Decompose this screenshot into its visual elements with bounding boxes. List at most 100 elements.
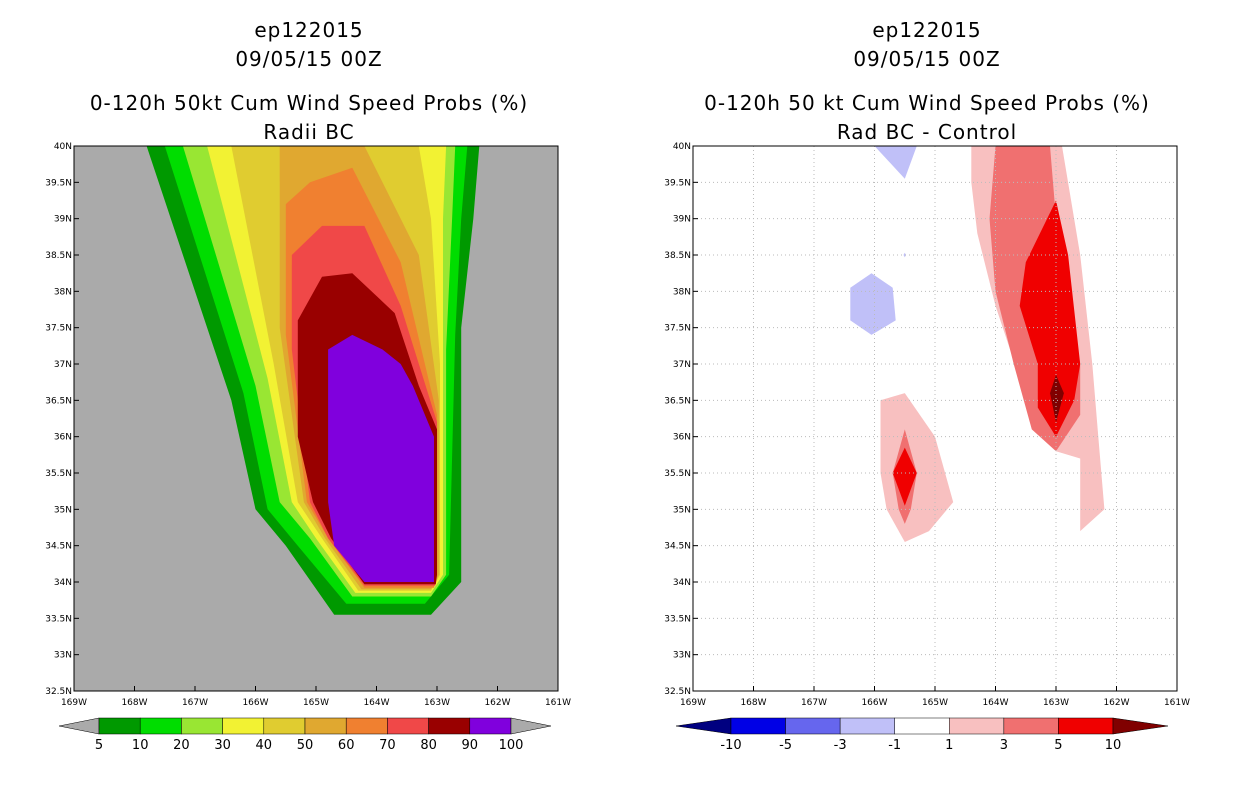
- contour-fill-90: [328, 334, 434, 582]
- x-tick-label: 165W: [303, 698, 329, 708]
- contour-layer: [146, 146, 480, 615]
- x-tick-label: 164W: [363, 698, 389, 708]
- contour-fill-neg3: [903, 252, 906, 258]
- colorbar-segment: [98, 717, 141, 735]
- x-tick-label: 161W: [1164, 698, 1190, 708]
- y-tick-label: 39N: [673, 215, 691, 225]
- chart-subtitle: Radii BC: [263, 120, 355, 144]
- x-tick-label: 165W: [922, 698, 948, 708]
- colorbar-segment: [730, 717, 786, 735]
- x-tick-label: 169W: [680, 698, 706, 708]
- y-tick-label: 39N: [54, 215, 72, 225]
- y-tick-label: 34.5N: [664, 542, 691, 552]
- colorbar-label: 90: [462, 738, 479, 753]
- colorbar-label: 40: [256, 738, 273, 753]
- y-tick-label: 37.5N: [45, 324, 72, 334]
- colorbar-label: -10: [720, 738, 741, 753]
- x-tick-label: 167W: [182, 698, 208, 708]
- colorbar-segment: [785, 717, 841, 735]
- colorbar-label: 20: [173, 738, 190, 753]
- y-tick-label: 37N: [673, 360, 691, 370]
- colorbar-label: 100: [499, 738, 524, 753]
- wind-probability-map: 169W 168W 167W 166W 165W 164W 163W 162W 161W 32.5…: [45, 142, 571, 753]
- colorbar-label: 30: [214, 738, 231, 753]
- colorbar-segment: [949, 717, 1005, 735]
- y-tick-label: 33.5N: [45, 614, 72, 624]
- storm-id: ep122015: [872, 18, 982, 42]
- colorbar-label: -5: [779, 738, 792, 753]
- y-tick-label: 32.5N: [664, 687, 691, 697]
- colorbar-label: -3: [834, 738, 847, 753]
- x-tick-label: 162W: [484, 698, 510, 708]
- y-tick-label: 34N: [673, 578, 691, 588]
- colorbar-label: 5: [95, 738, 103, 753]
- y-tick-label: 38N: [54, 287, 72, 297]
- x-tick-label: 163W: [1043, 698, 1069, 708]
- y-tick-label: 40N: [673, 142, 691, 152]
- contour-fill-5: [1019, 200, 1081, 437]
- x-tick-label: 163W: [424, 698, 450, 708]
- y-tick-label: 37N: [54, 360, 72, 370]
- x-tick-label: 169W: [61, 698, 87, 708]
- y-tick-label: 38N: [673, 287, 691, 297]
- colorbar-label: 3: [1000, 738, 1008, 753]
- y-tick-label: 33N: [673, 651, 691, 661]
- colorbar-label: 80: [420, 738, 437, 753]
- colorbar-segment: [469, 717, 512, 735]
- y-tick-label: 37.5N: [664, 324, 691, 334]
- colorbar-segment: [1003, 717, 1059, 735]
- contour-layer: [850, 146, 1105, 542]
- contour-fill-neg3: [874, 146, 917, 179]
- colorbar-under-arrow: [58, 717, 100, 735]
- probability-difference-map: 169W 168W 167W 166W 165W 164W 163W 162W 161W 32.5…: [664, 142, 1190, 753]
- colorbar-label: 10: [132, 738, 149, 753]
- x-tick-label: 164W: [982, 698, 1008, 708]
- colorbar-segment: [387, 717, 429, 735]
- right-chart-panel: ep122015 09/05/15 00Z 0-120h 50 kt Cum W…: [618, 0, 1236, 800]
- colorbar: 5 10 20 30 40 50 60 70 80 90 100: [58, 717, 552, 753]
- y-tick-label: 40N: [54, 142, 72, 152]
- y-tick-label: 34.5N: [45, 542, 72, 552]
- y-tick-label: 36.5N: [45, 396, 72, 406]
- colorbar-segment: [222, 717, 265, 735]
- colorbar-label: 5: [1054, 738, 1062, 753]
- colorbar-segment: [139, 717, 182, 735]
- contour-fill-10: [1050, 374, 1064, 423]
- colorbar-label: 1: [945, 738, 953, 753]
- left-chart-panel: ep122015 09/05/15 00Z 0-120h 50kt Cum Wi…: [45, 18, 571, 753]
- x-tick-label: 168W: [740, 698, 766, 708]
- contour-fill-5: [892, 447, 917, 506]
- x-tick-label: 167W: [801, 698, 827, 708]
- y-tick-label: 35N: [54, 505, 72, 515]
- colorbar-segment: [428, 717, 471, 735]
- colorbar-label: -1: [888, 738, 901, 753]
- chart-subtitle: Rad BC - Control: [836, 120, 1018, 144]
- y-tick-label: 32.5N: [45, 687, 72, 697]
- colorbar-under-arrow: [675, 717, 732, 735]
- colorbar-segment: [263, 717, 306, 735]
- contour-fill-neg3: [850, 273, 896, 335]
- colorbar-label: 60: [338, 738, 355, 753]
- y-tick-label: 39.5N: [664, 178, 691, 188]
- colorbar-label: 50: [297, 738, 314, 753]
- x-tick-label: 168W: [121, 698, 147, 708]
- colorbar: -10 -5 -3 -1 1 3 5 10: [675, 717, 1169, 753]
- x-tick-label: 166W: [242, 698, 268, 708]
- y-tick-label: 39.5N: [45, 178, 72, 188]
- y-tick-label: 36N: [673, 433, 691, 443]
- colorbar-segment: [304, 717, 347, 735]
- colorbar-label: 70: [379, 738, 396, 753]
- colorbar-segment: [181, 717, 223, 735]
- colorbar-segment: [894, 717, 950, 735]
- datetime-label: 09/05/15 00Z: [853, 47, 1001, 71]
- colorbar-segment: [839, 717, 895, 735]
- x-tick-label: 161W: [545, 698, 571, 708]
- y-tick-label: 33.5N: [664, 614, 691, 624]
- x-tick-label: 162W: [1103, 698, 1129, 708]
- colorbar-over-arrow: [1112, 717, 1169, 735]
- storm-id: ep122015: [254, 18, 364, 42]
- y-tick-label: 35.5N: [664, 469, 691, 479]
- y-tick-label: 38.5N: [45, 251, 72, 261]
- colorbar-over-arrow: [510, 717, 552, 735]
- colorbar-segment: [345, 717, 388, 735]
